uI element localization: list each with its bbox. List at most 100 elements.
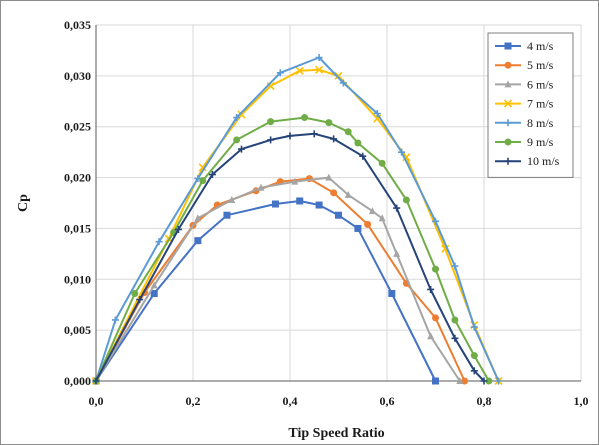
- legend-item: 10 m/s: [495, 154, 560, 168]
- data-point: [267, 118, 275, 126]
- data-point: [315, 201, 323, 209]
- data-point: [378, 214, 386, 222]
- data-point: [470, 367, 478, 375]
- data-point: [155, 238, 163, 246]
- data-point: [432, 217, 439, 225]
- data-point: [373, 109, 381, 117]
- data-point: [354, 224, 362, 232]
- legend-label: 4 m/s: [527, 39, 554, 53]
- data-point: [402, 196, 410, 204]
- data-point: [233, 136, 241, 144]
- data-point: [334, 71, 343, 80]
- data-point: [451, 334, 459, 342]
- data-point: [310, 130, 318, 138]
- data-point: [315, 65, 324, 74]
- data-point: [330, 189, 338, 197]
- legend-marker: [504, 42, 512, 50]
- data-point: [136, 296, 144, 304]
- data-point: [456, 377, 464, 384]
- legend-marker: [504, 138, 512, 146]
- data-point: [432, 377, 439, 385]
- data-point: [238, 145, 245, 153]
- legend-label: 9 m/s: [527, 135, 554, 149]
- data-point: [198, 163, 207, 172]
- data-point: [111, 316, 119, 324]
- data-point: [315, 54, 323, 62]
- data-point: [388, 290, 396, 298]
- series-9-m-s: [92, 114, 493, 385]
- data-point: [339, 79, 347, 87]
- data-point: [286, 132, 294, 140]
- data-point: [427, 285, 435, 293]
- data-point: [378, 159, 386, 167]
- data-point: [451, 262, 459, 270]
- data-point: [330, 135, 338, 143]
- data-point: [92, 377, 100, 385]
- data-point: [150, 281, 158, 289]
- series-10-m-s: [92, 130, 488, 385]
- data-point: [150, 290, 158, 298]
- legend-box: [487, 32, 574, 178]
- data-point: [296, 197, 304, 205]
- data-point: [335, 211, 342, 219]
- x-tick-label: 0,8: [477, 394, 492, 408]
- legend-label: 5 m/s: [527, 58, 554, 72]
- data-point: [432, 265, 439, 273]
- data-point: [495, 377, 503, 385]
- data-point: [199, 177, 207, 185]
- x-tick-label: 0,4: [283, 394, 298, 408]
- y-tick-label: 0,000: [64, 374, 91, 388]
- legend-marker: [503, 99, 513, 108]
- data-point: [267, 136, 275, 144]
- x-axis-title: Tip Speed Ratio: [288, 426, 384, 441]
- legend-label: 8 m/s: [527, 116, 554, 130]
- data-point: [271, 200, 279, 208]
- data-point: [228, 195, 236, 203]
- data-point: [470, 323, 478, 331]
- legend-item: 9 m/s: [495, 135, 554, 149]
- x-tick-label: 0,0: [89, 394, 104, 408]
- data-point: [480, 377, 488, 385]
- legend-marker: [504, 80, 512, 88]
- y-tick-label: 0,035: [64, 18, 91, 32]
- y-tick-label: 0,005: [64, 323, 91, 337]
- legend-item: 4 m/s: [495, 39, 554, 53]
- data-point: [485, 377, 493, 385]
- x-tick-label: 0,2: [186, 394, 201, 408]
- legend-item: 5 m/s: [495, 58, 554, 72]
- data-point: [325, 173, 333, 181]
- data-point: [368, 207, 376, 215]
- series-line: [95, 116, 490, 382]
- data-point: [354, 139, 362, 147]
- y-axis-title: Cp: [16, 194, 31, 212]
- data-point: [344, 190, 352, 198]
- data-point: [359, 152, 367, 160]
- legend-label: 6 m/s: [527, 77, 554, 91]
- legend-marker: [504, 157, 512, 165]
- x-tick-label: 0,6: [380, 394, 395, 408]
- data-point: [393, 204, 401, 212]
- legend-label: 7 m/s: [527, 97, 554, 111]
- data-point: [131, 290, 139, 298]
- legend: 4 m/s 5 m/s 6 m/s 7 m/s 8 m/s 9 m/s 10 m/s: [487, 32, 574, 178]
- legend-item: 6 m/s: [495, 77, 554, 91]
- data-point: [194, 237, 202, 245]
- data-point: [208, 171, 216, 179]
- data-point: [364, 220, 372, 228]
- data-point: [344, 128, 352, 136]
- data-point: [291, 177, 299, 185]
- y-tick-label: 0,010: [64, 272, 91, 286]
- y-tick-label: 0,030: [64, 69, 91, 83]
- x-tick-label: 1,0: [574, 394, 589, 408]
- data-point: [325, 119, 333, 127]
- data-point: [266, 81, 275, 91]
- legend-item: 8 m/s: [495, 116, 554, 130]
- data-point: [276, 69, 284, 77]
- data-point: [295, 66, 304, 75]
- data-point: [194, 214, 202, 222]
- legend-marker: [504, 61, 512, 69]
- data-point: [398, 148, 406, 156]
- data-point: [233, 114, 241, 122]
- y-tick-label: 0,025: [64, 120, 91, 134]
